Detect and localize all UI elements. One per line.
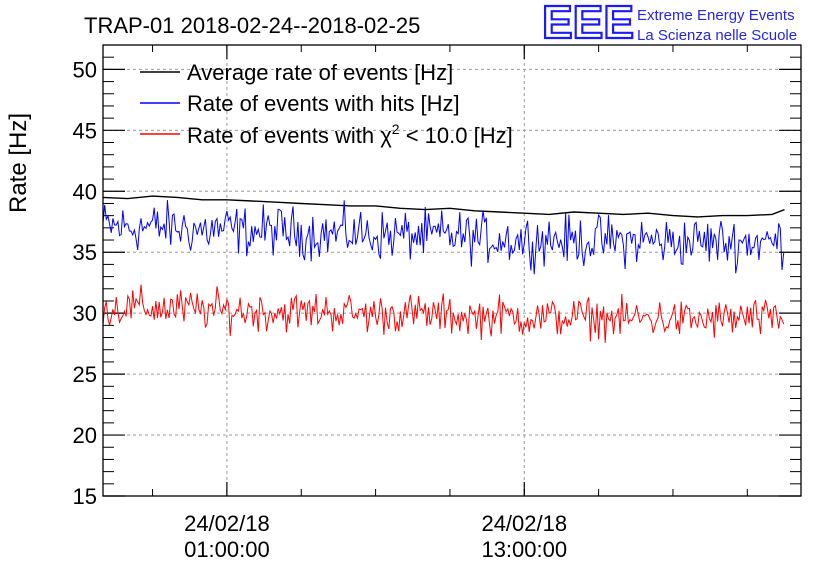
chart-title: TRAP-01 2018-02-24--2018-02-25	[84, 13, 420, 38]
y-tick-label: 20	[73, 423, 97, 448]
x-tick-time: 01:00:00	[184, 537, 270, 562]
y-axis-label: Rate [Hz]	[5, 113, 32, 213]
x-tick-date: 24/02/18	[184, 511, 270, 536]
legend-label-avg: Average rate of events [Hz]	[187, 60, 453, 85]
y-tick-label: 40	[73, 179, 97, 204]
brand-line-2: La Scienza nelle Scuole	[637, 27, 797, 44]
y-tick-labels: 15 20 25 30 35 40 45 50	[73, 57, 97, 509]
plot-frame	[102, 44, 802, 497]
x-tick-date: 24/02/18	[481, 511, 567, 536]
eee-logo: EEE	[542, 0, 634, 48]
brand-line-1: Extreme Energy Events	[637, 7, 795, 24]
legend: Average rate of events [Hz] Rate of even…	[140, 60, 513, 148]
grid-lines	[103, 45, 801, 496]
y-tick-label: 25	[73, 362, 97, 387]
legend-label-hits: Rate of events with hits [Hz]	[187, 91, 460, 116]
series-line-2	[102, 284, 785, 343]
legend-label-chi2: Rate of events with χ2 < 10.0 [Hz]	[187, 121, 513, 148]
series-line-1	[102, 200, 785, 275]
y-tick-label: 35	[73, 240, 97, 265]
y-tick-label: 45	[73, 118, 97, 143]
series-line-0	[102, 195, 785, 218]
x-tick-time: 13:00:00	[481, 537, 567, 562]
series-lines	[102, 195, 785, 343]
y-tick-label: 15	[73, 484, 97, 509]
y-tick-label: 30	[73, 301, 97, 326]
y-tick-label: 50	[73, 57, 97, 82]
